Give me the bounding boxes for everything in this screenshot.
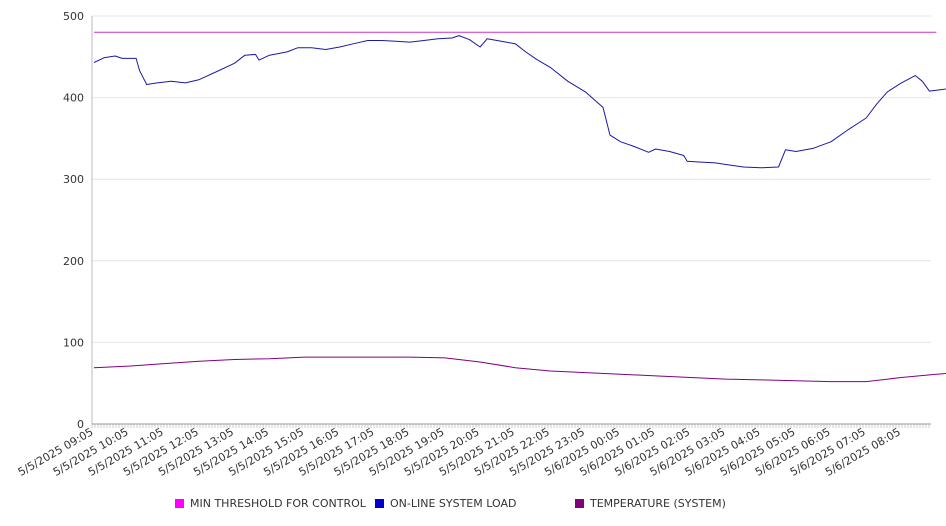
axes: [91, 16, 931, 428]
legend-item-system-load[interactable]: ON-LINE SYSTEM LOAD: [375, 497, 516, 510]
legend-label: ON-LINE SYSTEM LOAD: [390, 497, 517, 510]
legend-label: TEMPERATURE (SYSTEM): [590, 497, 726, 510]
y-tick-label: 200: [63, 255, 84, 268]
legend-swatch: [375, 499, 384, 508]
y-tick-label: 500: [63, 10, 84, 23]
y-tick-label: 300: [63, 173, 84, 186]
series-lines: [93, 31, 946, 383]
x-axis-ticks: 5/5/2025 09:055/5/2025 10:055/5/2025 11:…: [16, 425, 903, 479]
y-tick-label: 400: [63, 92, 84, 105]
legend: MIN THRESHOLD FOR CONTROL ON-LINE SYSTEM…: [0, 497, 946, 515]
legend-swatch: [175, 499, 184, 508]
series-line-system-load: [93, 35, 946, 169]
legend-item-temperature[interactable]: TEMPERATURE (SYSTEM): [575, 497, 726, 510]
legend-label: MIN THRESHOLD FOR CONTROL: [190, 497, 366, 510]
gridlines: [92, 15, 931, 343]
legend-item-min-threshold[interactable]: MIN THRESHOLD FOR CONTROL: [175, 497, 366, 510]
y-tick-label: 100: [63, 336, 84, 349]
y-tick-label: 0: [77, 418, 84, 431]
y-axis-ticks: 0 100 200 300 400 500: [63, 10, 84, 431]
legend-swatch: [575, 499, 584, 508]
series-line-temperature: [93, 356, 946, 383]
